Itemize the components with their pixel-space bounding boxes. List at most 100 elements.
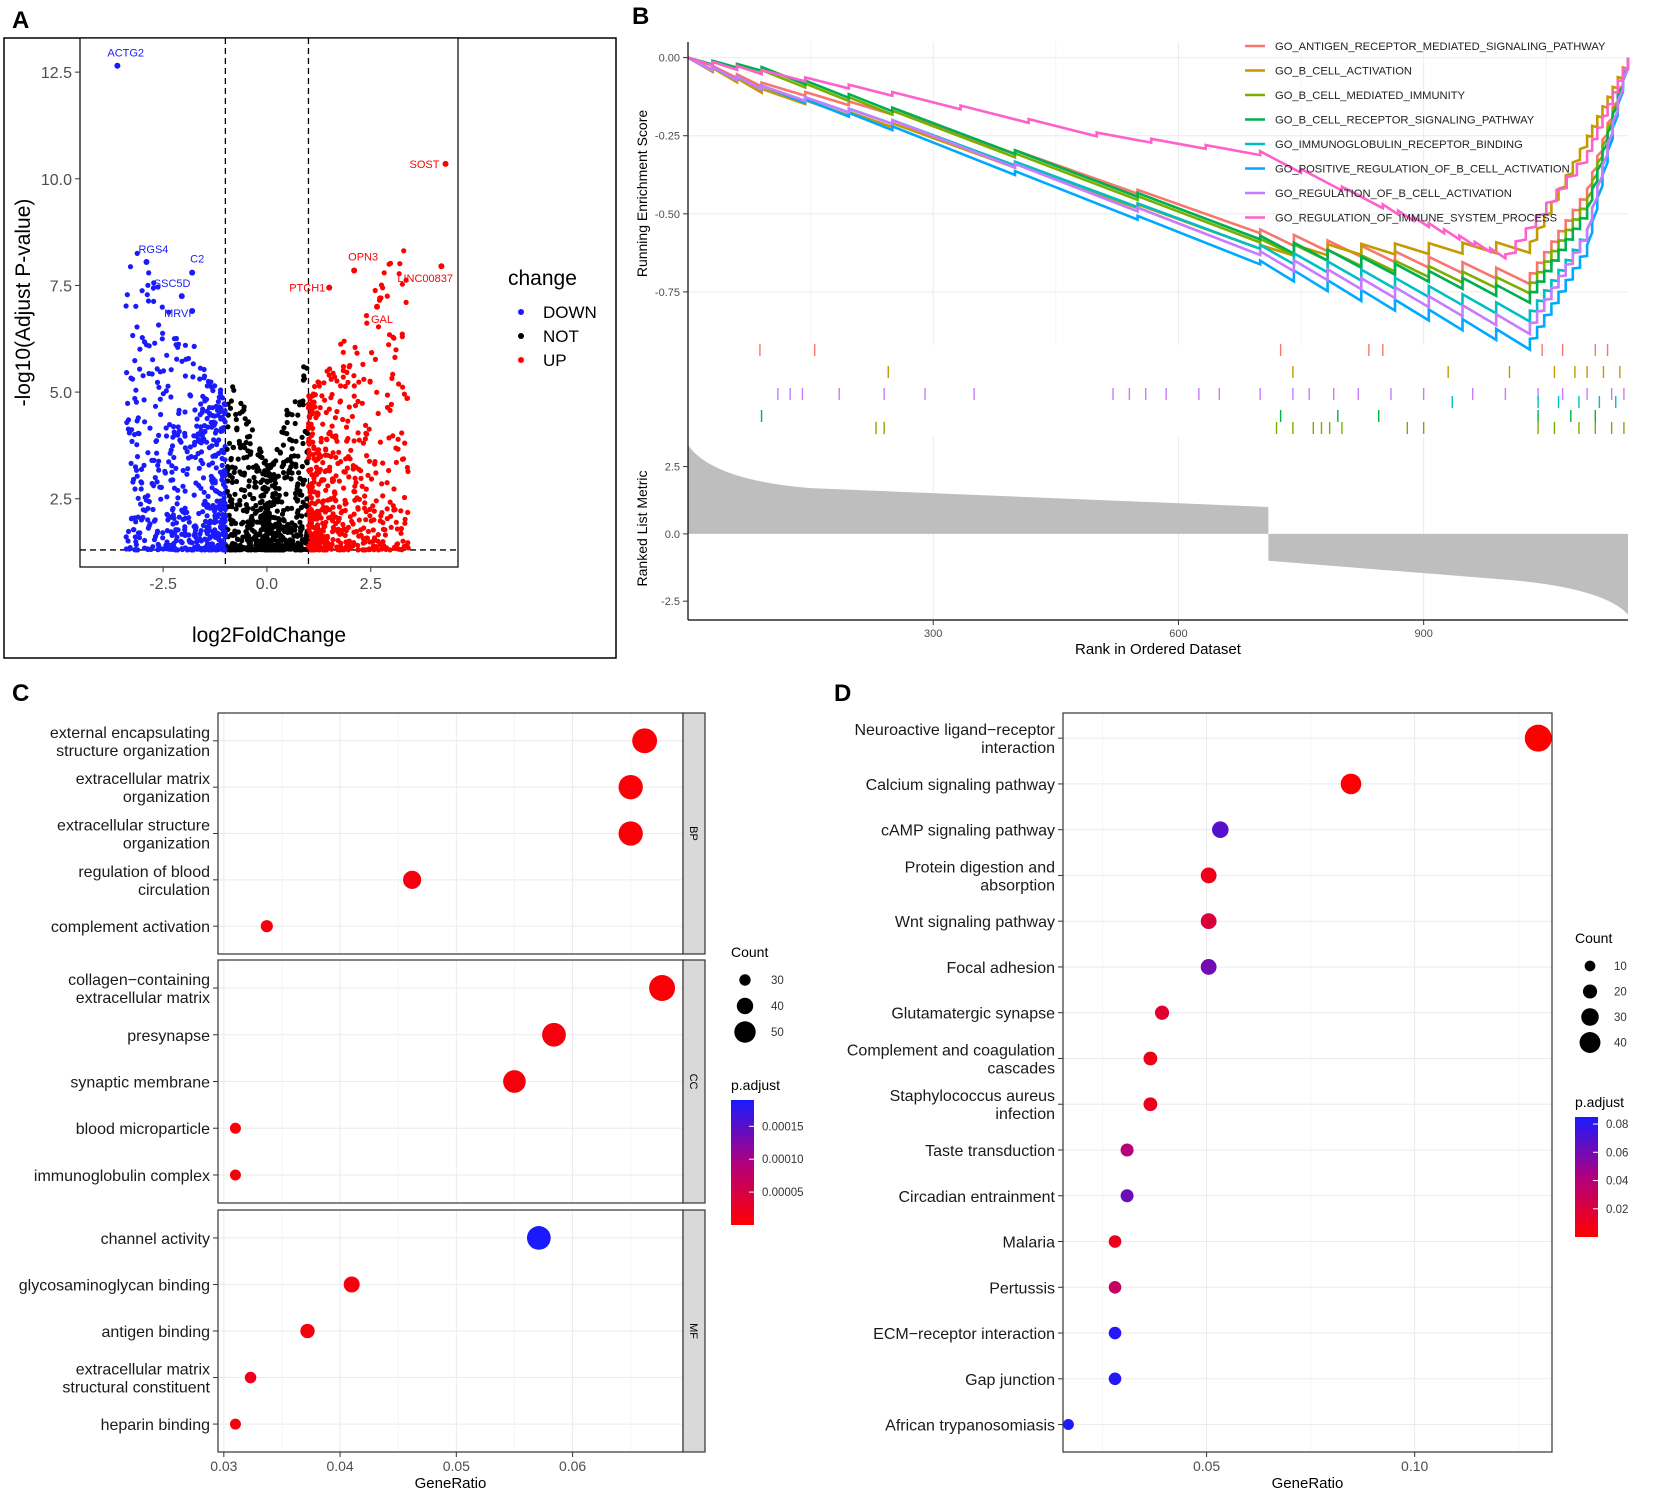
volcano-point — [134, 473, 140, 479]
volcano-point — [233, 416, 239, 423]
kegg-term-dot — [1212, 821, 1229, 838]
volcano-point — [227, 547, 233, 553]
volcano-point — [230, 384, 236, 390]
volcano-point — [140, 507, 146, 513]
volcano-point — [233, 478, 240, 485]
volcano-point — [370, 503, 376, 509]
volcano-point — [306, 393, 312, 399]
legend-label: NOT — [543, 327, 579, 346]
volcano-point — [383, 545, 390, 551]
volcano-point — [247, 491, 253, 498]
volcano-point — [160, 330, 166, 336]
volcano-point — [351, 438, 357, 444]
volcano-point — [180, 483, 186, 489]
go-term-label: extracellular matrix — [76, 771, 210, 788]
volcano-point — [187, 444, 193, 450]
volcano-point — [191, 442, 197, 448]
volcano-point — [400, 384, 406, 390]
go-term-label: extracellular matrix — [76, 1362, 210, 1379]
go-term-dot — [403, 870, 422, 889]
labeled-point — [326, 284, 333, 291]
volcano-point — [134, 250, 140, 256]
go-term-dot — [618, 821, 643, 846]
volcano-point — [352, 475, 358, 481]
volcano-point — [275, 473, 281, 479]
y-tick-label: 2.5 — [50, 492, 72, 509]
volcano-point — [175, 424, 181, 430]
gsea-legend-label: GO_REGULATION_OF_B_CELL_ACTIVATION — [1275, 188, 1512, 200]
kegg-term-dot — [1120, 1189, 1134, 1203]
volcano-point — [329, 423, 335, 429]
volcano-point — [338, 459, 344, 465]
volcano-point — [150, 357, 156, 363]
volcano-point — [380, 493, 386, 499]
volcano-point — [155, 462, 161, 468]
volcano-point — [390, 503, 396, 509]
volcano-point — [184, 471, 190, 477]
volcano-point — [295, 512, 302, 518]
facet-strip — [682, 712, 706, 955]
volcano-point — [276, 486, 282, 492]
d-size-legend-dot — [1581, 1008, 1599, 1026]
metric-y-tick-label: -2.5 — [661, 596, 680, 608]
volcano-point — [209, 460, 216, 466]
facet-strip — [682, 1209, 706, 1453]
volcano-point — [170, 512, 176, 518]
point-label: PTCH1 — [289, 283, 325, 295]
go-term-dot — [260, 920, 273, 933]
volcano-point — [202, 398, 208, 404]
c-x-axis-label: GeneRatio — [415, 1475, 487, 1492]
volcano-point — [244, 537, 251, 543]
volcano-point — [197, 376, 203, 382]
volcano-point — [314, 410, 320, 416]
volcano-point — [351, 529, 357, 535]
volcano-point — [327, 429, 333, 435]
volcano-point — [160, 546, 166, 552]
volcano-point — [358, 532, 364, 538]
volcano-point — [282, 475, 288, 481]
kegg-term-label: Complement and coagulation — [847, 1042, 1055, 1059]
volcano-point — [171, 485, 178, 491]
volcano-point — [222, 484, 228, 490]
volcano-point — [313, 457, 319, 464]
volcano-point — [230, 540, 236, 547]
volcano-point — [375, 532, 381, 538]
volcano-point — [141, 339, 148, 345]
metric-y-axis-label: Ranked List Metric — [634, 471, 650, 587]
volcano-point — [182, 373, 188, 379]
volcano-point — [323, 519, 329, 525]
volcano-point — [183, 356, 189, 362]
d-size-legend-dot — [1579, 1032, 1601, 1053]
d-x-tick-label: 0.10 — [1401, 1458, 1428, 1474]
volcano-point — [165, 512, 171, 518]
volcano-point — [294, 498, 300, 504]
volcano-point — [187, 546, 193, 552]
volcano-point — [206, 405, 213, 411]
volcano-point — [138, 486, 144, 492]
volcano-point — [329, 478, 336, 485]
volcano-point — [196, 465, 202, 471]
volcano-point — [253, 484, 259, 490]
volcano-point — [213, 465, 219, 471]
volcano-point — [315, 447, 322, 453]
volcano-point — [130, 479, 136, 485]
volcano-point — [382, 527, 388, 533]
volcano-point — [356, 437, 362, 443]
volcano-point — [134, 454, 141, 460]
volcano-point — [147, 425, 153, 431]
volcano-point — [389, 375, 395, 381]
volcano-point — [340, 367, 346, 374]
volcano-point — [216, 404, 222, 410]
volcano-point — [367, 513, 373, 519]
metric-x-tick-label: 300 — [924, 628, 942, 640]
volcano-point — [182, 488, 188, 494]
volcano-point — [258, 493, 264, 499]
kegg-term-label: Wnt signaling pathway — [895, 914, 1055, 931]
volcano-point — [360, 440, 366, 446]
volcano-point — [341, 485, 347, 491]
volcano-point — [371, 508, 377, 514]
panel-label-c: C — [12, 680, 29, 707]
volcano-point — [206, 380, 212, 386]
volcano-point — [147, 521, 153, 527]
volcano-point — [215, 399, 221, 405]
